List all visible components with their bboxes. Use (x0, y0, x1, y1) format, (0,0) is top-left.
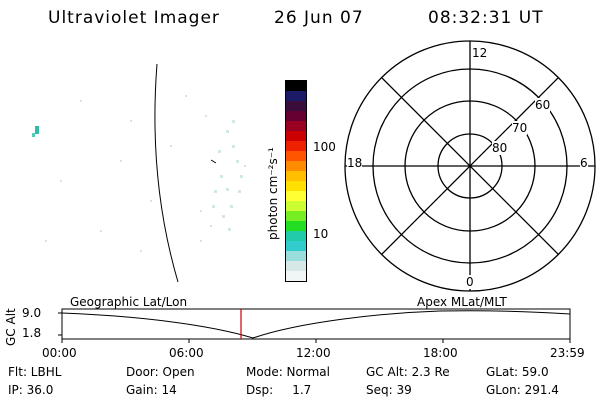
colorbar-segment (286, 251, 306, 261)
colorbar-segment (286, 241, 306, 251)
date-label: 26 Jun 07 (274, 8, 364, 28)
mlt-label-6: 6 (580, 156, 588, 170)
glon-status: GLon: 291.4 (486, 383, 559, 397)
colorbar-segment (286, 81, 306, 91)
colorbar-segment (286, 111, 306, 121)
colorbar-segment (286, 181, 306, 191)
colorbar-segment (286, 211, 306, 221)
instrument-title: Ultraviolet Imager (48, 8, 220, 28)
colorbar-segment (286, 141, 306, 151)
colorbar-segment (286, 161, 306, 171)
emission-speckles (32, 95, 246, 252)
ip-status: IP: 36.0 (8, 383, 54, 397)
time-tick-0000: 00:00 (42, 346, 77, 360)
door-status: Door: Open (126, 365, 195, 379)
colorbar-segment (286, 271, 306, 281)
colorbar (285, 80, 307, 282)
mlt-label-0: 0 (466, 275, 474, 289)
mlt-label-12: 12 (472, 46, 488, 60)
colorbar-segment (286, 121, 306, 131)
lat-label-80: 80 (492, 141, 508, 155)
lat-label-60: 60 (535, 98, 551, 112)
time-label: 08:32:31 UT (428, 8, 544, 28)
time-tick-1200: 12:00 (296, 346, 331, 360)
lat-label-70: 70 (512, 121, 528, 135)
filter-status: Flt: LBHL (8, 365, 62, 379)
altitude-curve (61, 310, 571, 339)
colorbar-segment (286, 191, 306, 201)
colorbar-segment (286, 101, 306, 111)
colorbar-segment (286, 231, 306, 241)
colorbar-tick-10: 10 (313, 227, 329, 241)
colorbar-segment (286, 171, 306, 181)
dsp-status: Dsp: 1.7 (246, 383, 312, 397)
earth-limb-line (154, 63, 217, 283)
polar-diagonal-2 (381, 77, 559, 255)
time-tick-1800: 18:00 (423, 346, 458, 360)
mode-status: Mode: Normal (246, 365, 330, 379)
colorbar-gradient (286, 81, 306, 281)
colorbar-segment (286, 201, 306, 211)
apex-label: Apex MLat/MLT (417, 295, 507, 309)
seq-status: Seq: 39 (366, 383, 412, 397)
gc-alt-status: GC Alt: 2.3 Re (366, 365, 450, 379)
glat-status: GLat: 59.0 (486, 365, 549, 379)
colorbar-segment (286, 91, 306, 101)
timeline-frame (61, 308, 571, 340)
geographic-label: Geographic Lat/Lon (70, 295, 188, 309)
gc-alt-tick-low: 1.8 (22, 326, 42, 340)
colorbar-segment (286, 221, 306, 231)
time-tick-0600: 06:00 (169, 346, 204, 360)
mlt-label-18: 18 (347, 156, 363, 170)
colorbar-segment (286, 131, 306, 141)
colorbar-tick-100: 100 (313, 140, 336, 154)
gc-alt-tick-high: 9.0 (22, 306, 42, 320)
colorbar-segment (286, 151, 306, 161)
colorbar-segment (286, 261, 306, 271)
gain-status: Gain: 14 (126, 383, 177, 397)
time-tick-2359: 23:59 (550, 346, 585, 360)
